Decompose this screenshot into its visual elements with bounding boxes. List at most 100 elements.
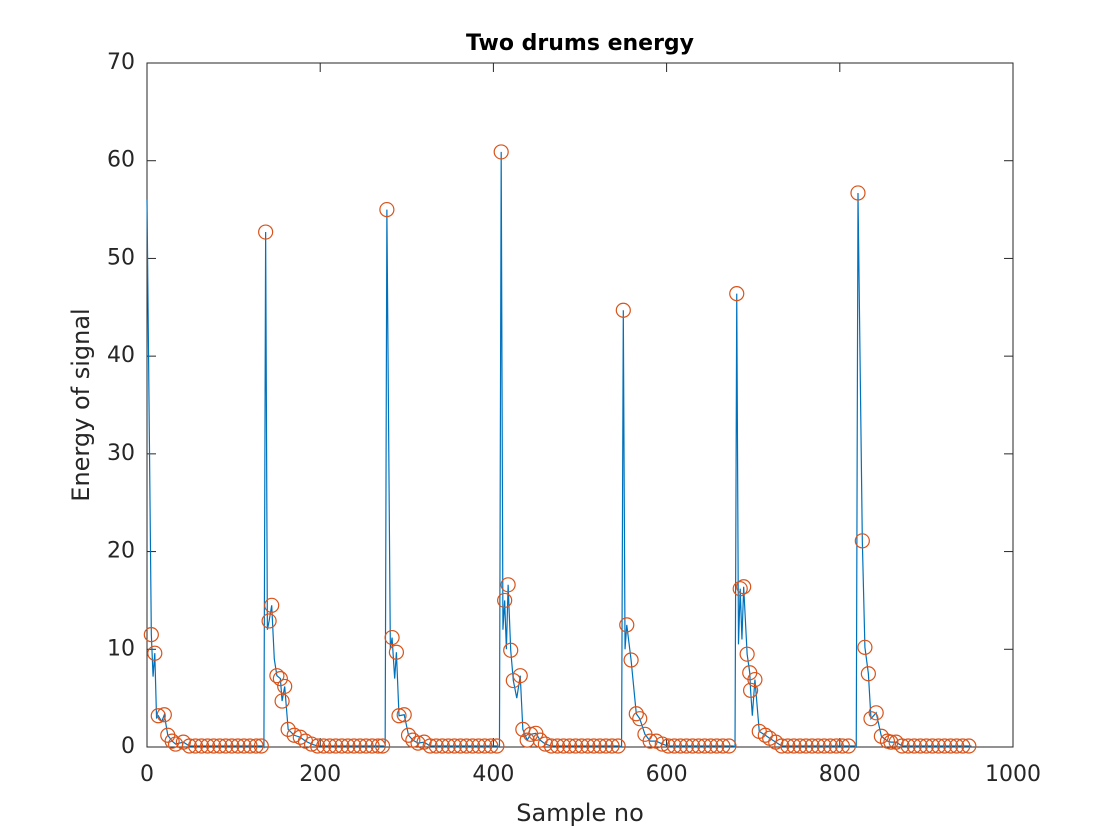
marker xyxy=(143,627,159,643)
marker xyxy=(857,639,873,655)
marker xyxy=(277,678,293,695)
marker xyxy=(224,738,240,754)
marker xyxy=(642,733,658,749)
marker xyxy=(483,738,499,754)
marker xyxy=(212,738,228,754)
marker xyxy=(924,738,941,754)
marker xyxy=(500,577,516,593)
marker xyxy=(918,738,935,754)
marker xyxy=(592,738,608,754)
marker xyxy=(391,708,407,724)
marker xyxy=(230,738,246,754)
axes-box xyxy=(146,62,1014,748)
marker xyxy=(248,738,264,754)
marker xyxy=(340,738,356,754)
x-tick-label: 1000 xyxy=(985,762,1041,787)
marker xyxy=(537,736,553,752)
marker xyxy=(949,738,965,754)
chart-title: Two drums energy xyxy=(466,31,694,56)
marker xyxy=(780,738,796,754)
marker xyxy=(379,201,395,218)
x-tick-label: 0 xyxy=(140,762,154,787)
y-tick-label: 60 xyxy=(107,148,135,173)
marker xyxy=(834,738,850,754)
marker xyxy=(150,708,166,724)
marker xyxy=(310,738,326,754)
marker xyxy=(660,738,676,754)
y-tick-label: 50 xyxy=(107,245,135,270)
x-tick-label: 200 xyxy=(299,762,341,787)
marker xyxy=(555,738,572,754)
marker xyxy=(654,736,670,752)
x-tick-label: 400 xyxy=(472,762,514,787)
marker xyxy=(458,738,475,754)
marker xyxy=(943,738,959,754)
marker xyxy=(497,592,513,609)
marker xyxy=(503,642,519,658)
marker xyxy=(274,693,290,709)
marker xyxy=(428,738,444,754)
marker xyxy=(328,738,344,754)
marker xyxy=(623,652,639,668)
marker xyxy=(400,727,417,743)
marker xyxy=(562,738,578,754)
marker xyxy=(303,736,320,752)
marker xyxy=(193,738,210,754)
marker xyxy=(930,738,947,754)
marker xyxy=(798,738,814,754)
marker xyxy=(446,738,463,754)
marker xyxy=(715,738,731,754)
marker xyxy=(786,738,802,754)
marker xyxy=(729,286,745,302)
marker xyxy=(236,738,252,754)
marker xyxy=(822,738,838,754)
marker xyxy=(187,738,204,754)
marker xyxy=(422,738,438,754)
marker xyxy=(619,617,635,633)
marker xyxy=(721,738,737,754)
marker xyxy=(757,727,773,743)
marker xyxy=(691,738,707,754)
marker xyxy=(586,738,602,754)
marker xyxy=(489,738,505,754)
marker xyxy=(709,738,725,754)
y-tick-label: 20 xyxy=(107,539,135,564)
marker xyxy=(396,707,412,723)
marker xyxy=(804,738,820,754)
y-tick-label: 40 xyxy=(107,343,135,368)
marker xyxy=(543,738,560,754)
marker xyxy=(868,705,884,721)
marker xyxy=(936,738,953,754)
marker xyxy=(242,738,258,754)
marker xyxy=(580,738,596,754)
marker xyxy=(434,738,450,754)
x-tick-label: 800 xyxy=(819,762,861,787)
x-axis-label: Sample no xyxy=(516,799,644,827)
data-line xyxy=(146,151,972,749)
y-tick-label: 10 xyxy=(107,636,135,661)
marker xyxy=(477,738,493,754)
marker xyxy=(316,738,332,754)
marker xyxy=(352,738,368,754)
marker xyxy=(850,185,866,201)
y-tick-label: 0 xyxy=(121,734,135,759)
marker xyxy=(604,738,620,754)
marker xyxy=(743,682,759,698)
marker xyxy=(512,668,528,684)
marker xyxy=(860,666,876,682)
marker xyxy=(471,738,487,754)
marker xyxy=(610,738,626,754)
marker xyxy=(747,671,763,688)
marker xyxy=(156,707,172,723)
marker xyxy=(568,738,584,754)
marker xyxy=(574,738,590,754)
marker xyxy=(684,738,701,754)
marker xyxy=(465,738,481,754)
marker xyxy=(253,738,269,754)
marker xyxy=(883,734,899,750)
marker xyxy=(410,735,426,751)
marker xyxy=(264,597,280,613)
marker xyxy=(615,302,631,318)
